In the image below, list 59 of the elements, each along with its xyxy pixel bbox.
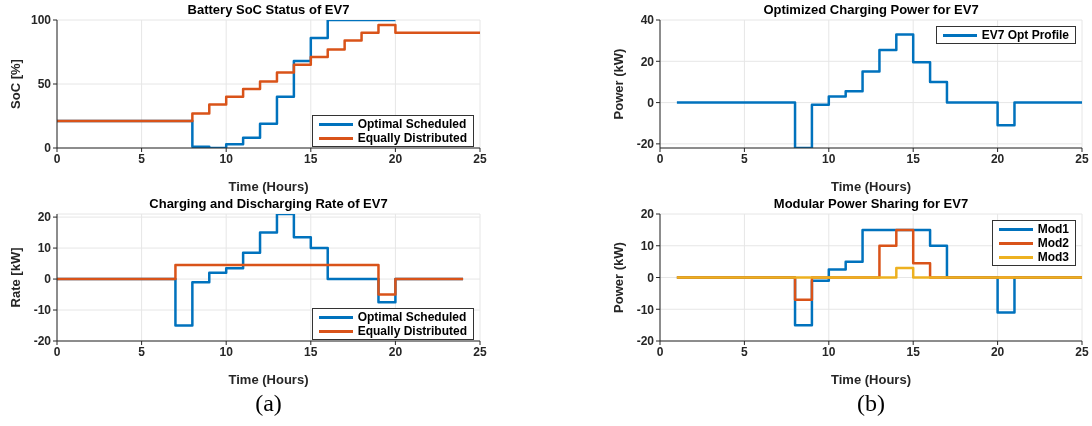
- x-tick-label: 15: [304, 344, 318, 359]
- legend-label: Equally Distributed: [357, 324, 467, 338]
- x-tick-label: 10: [219, 344, 234, 359]
- legend-label: EV7 Opt Profile: [981, 28, 1069, 42]
- chart-title: Modular Power Sharing for EV7: [772, 196, 970, 211]
- x-tick-label: 10: [822, 151, 836, 166]
- chart-title: Battery SoC Status of EV7: [186, 2, 351, 17]
- legend-label: Mod1: [1037, 222, 1069, 236]
- y-tick-label: 0: [647, 270, 655, 285]
- y-tick-label: -20: [636, 334, 655, 349]
- y-tick-label: -10: [33, 303, 52, 318]
- y-tick-label: 20: [640, 54, 655, 69]
- y-tick-label: -20: [33, 334, 52, 349]
- y-tick-label: 20: [37, 210, 52, 225]
- x-tick-label: 25: [1075, 344, 1089, 359]
- y-axis-title: Power (kW): [610, 242, 626, 313]
- x-tick-label: 20: [990, 344, 1005, 359]
- x-axis-title: Time (Hours): [228, 179, 309, 194]
- x-tick-label: 15: [906, 344, 921, 359]
- legend-label: Mod2: [1037, 236, 1069, 250]
- legend-label: Equally Distributed: [357, 131, 467, 145]
- y-tick-label: 0: [44, 272, 52, 287]
- y-tick-label: -20: [636, 137, 655, 152]
- x-tick-label: 15: [304, 151, 318, 166]
- x-tick-label: 5: [741, 151, 749, 166]
- chart-title: Optimized Charging Power for EV7: [762, 2, 980, 17]
- legend-label: Optimal Scheduled: [357, 117, 467, 131]
- x-tick-label: 10: [219, 151, 234, 166]
- y-tick-label: 20: [640, 207, 655, 222]
- x-tick-label: 25: [473, 151, 487, 166]
- legend-label: Mod3: [1037, 250, 1069, 264]
- y-tick-label: 40: [640, 13, 655, 28]
- x-axis-title: Time (Hours): [831, 179, 911, 194]
- y-axis-title: Rate [kW]: [7, 247, 23, 308]
- x-tick-label: 20: [388, 344, 403, 359]
- x-axis-title: Time (Hours): [831, 372, 911, 387]
- y-tick-label: 0: [647, 95, 655, 110]
- x-tick-label: 10: [822, 344, 836, 359]
- y-tick-label: 50: [37, 77, 52, 92]
- x-tick-label: 25: [1075, 151, 1089, 166]
- y-tick-label: 100: [30, 13, 52, 28]
- y-axis-title: Power (kW): [610, 48, 626, 120]
- x-tick-label: 5: [138, 344, 146, 359]
- y-tick-label: 0: [44, 141, 52, 156]
- y-tick-label: -10: [636, 302, 655, 317]
- x-tick-label: 20: [990, 151, 1005, 166]
- text: (a): [254, 390, 283, 417]
- x-tick-label: 25: [473, 344, 487, 359]
- x-axis-title: Time (Hours): [228, 372, 309, 387]
- x-tick-label: 5: [138, 151, 146, 166]
- legend-label: Optimal Scheduled: [357, 310, 467, 324]
- text: (b): [856, 390, 886, 417]
- chart-title: Charging and Discharging Rate of EV7: [148, 196, 389, 211]
- x-tick-label: 20: [388, 151, 403, 166]
- x-tick-label: 5: [741, 344, 749, 359]
- x-tick-label: 15: [906, 151, 921, 166]
- y-tick-label: 10: [37, 241, 52, 256]
- y-tick-label: 10: [640, 239, 655, 254]
- y-axis-title: SoC [%]: [7, 59, 23, 109]
